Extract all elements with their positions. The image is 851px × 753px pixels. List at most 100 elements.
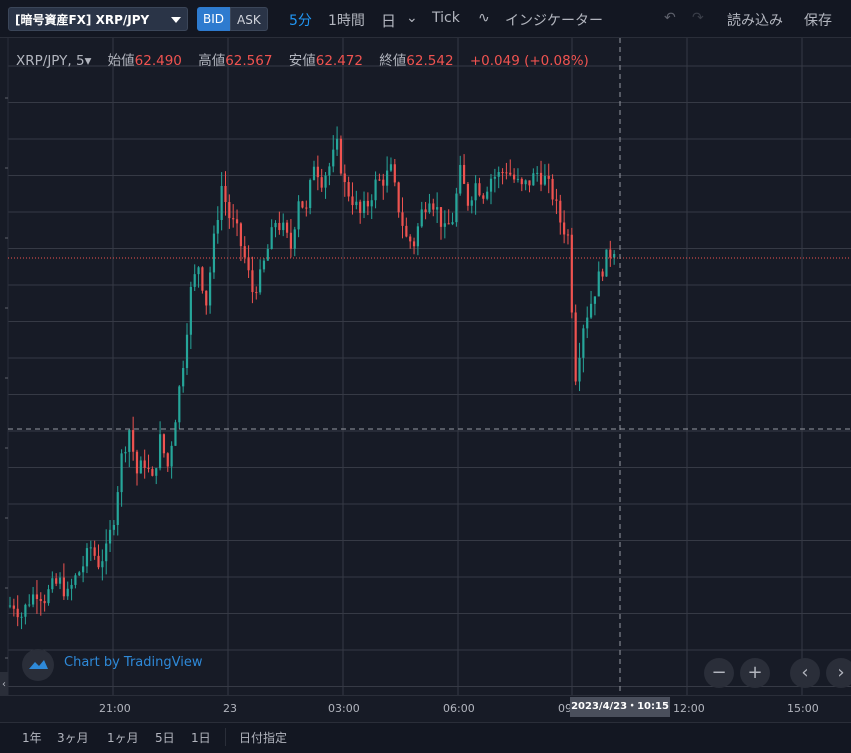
candle-body	[132, 430, 135, 452]
candle-body	[501, 172, 504, 174]
scroll-left-button[interactable]: ‹	[790, 658, 820, 688]
interval-day-button[interactable]: 日	[381, 12, 397, 30]
candle-body	[209, 272, 212, 306]
time-axis[interactable]	[0, 695, 851, 719]
candle-body	[428, 203, 431, 213]
low-label: 安値	[288, 53, 316, 69]
load-button[interactable]: 読み込み	[727, 13, 783, 29]
collapse-left-tab[interactable]: ‹	[0, 672, 8, 698]
candle-body	[405, 225, 408, 237]
candle-body	[439, 207, 443, 227]
candle-body	[424, 209, 427, 213]
candle-body	[509, 172, 512, 175]
candle-body	[597, 271, 600, 297]
zoom-out-button[interactable]: −	[704, 658, 734, 688]
interval-chevron-down-icon[interactable]: ⌄	[406, 10, 418, 26]
range-1d-button[interactable]: 1日	[191, 731, 211, 745]
symbol-label: [暗号資産FX] XRP/JPY	[15, 12, 150, 27]
interval-5m-button[interactable]: 5分	[289, 13, 312, 29]
time-tick: 03:00	[328, 702, 360, 715]
candle-body	[201, 267, 204, 291]
candle-body	[335, 138, 339, 150]
candle-body	[216, 219, 219, 234]
candle-body	[520, 178, 523, 185]
redo-icon[interactable]: ↷	[692, 10, 704, 26]
candle-body	[232, 218, 235, 220]
candle-body	[516, 178, 520, 180]
candle-body	[162, 434, 166, 454]
range-5d-button[interactable]: 5日	[155, 731, 175, 745]
candle-body	[55, 578, 58, 584]
open-label: 始値	[107, 53, 135, 69]
candle-body	[20, 616, 23, 618]
candle-body	[370, 200, 373, 207]
candle-body	[112, 524, 115, 530]
candle-body	[605, 249, 608, 277]
price-chart[interactable]	[0, 38, 851, 695]
candle-body	[351, 196, 354, 206]
bid-button[interactable]: BID	[197, 7, 231, 31]
tradingview-watermark[interactable]: Chart by TradingView	[64, 655, 203, 670]
candle-body	[139, 460, 142, 474]
range-1y-button[interactable]: 1年	[22, 731, 42, 745]
candle-body	[466, 183, 470, 206]
candle-body	[58, 577, 62, 584]
change-value: +0.049 (+0.08%)	[469, 53, 589, 69]
bottom-range-bar	[0, 722, 851, 753]
candle-body	[539, 172, 543, 185]
legend-interval[interactable]: 5	[75, 53, 85, 69]
candle-body	[486, 191, 489, 199]
candle-body	[528, 180, 531, 186]
candle-body	[78, 572, 81, 576]
close-value: 62.542	[406, 53, 454, 69]
candle-body	[243, 246, 246, 258]
symbol-select[interactable]: [暗号資産FX] XRP/JPY	[8, 7, 188, 31]
candle-body	[147, 467, 150, 469]
candle-body	[589, 303, 593, 318]
candle-body	[543, 175, 546, 185]
candle-body	[574, 312, 577, 382]
candle-body	[489, 178, 493, 192]
indicators-button[interactable]: インジケーター	[505, 13, 603, 29]
candle-body	[108, 529, 112, 544]
candle-body	[16, 608, 19, 618]
undo-icon[interactable]: ↶	[664, 10, 676, 26]
scroll-right-button[interactable]: ›	[826, 658, 851, 688]
time-tick: 12:00	[673, 702, 705, 715]
candle-body	[493, 176, 496, 179]
candle-body	[324, 175, 327, 188]
date-range-button[interactable]: 日付指定	[239, 731, 288, 745]
candle-body	[343, 173, 346, 183]
candle-body	[401, 212, 404, 226]
candle-body	[582, 328, 585, 358]
range-1m-button[interactable]: 1ヶ月	[107, 731, 139, 745]
candle-body	[547, 175, 550, 179]
save-button[interactable]: 保存	[804, 13, 832, 29]
indicators-icon[interactable]: ∿	[478, 10, 490, 26]
candle-body	[251, 270, 254, 293]
candle-body	[28, 604, 31, 606]
tradingview-logo-icon[interactable]	[22, 649, 54, 681]
legend-symbol[interactable]: XRP/JPY	[16, 53, 68, 69]
range-3m-button[interactable]: 3ヶ月	[57, 731, 89, 745]
ask-button[interactable]: ASK	[230, 7, 268, 31]
candle-body	[24, 604, 27, 617]
candle-body	[536, 172, 539, 174]
time-tick: 09	[558, 702, 572, 715]
divider	[225, 728, 226, 746]
candle-body	[312, 166, 316, 181]
time-tick: 06:00	[443, 702, 475, 715]
candle-body	[532, 173, 535, 186]
zoom-in-button[interactable]: +	[740, 658, 770, 688]
candle-body	[451, 222, 454, 225]
candle-body	[505, 172, 508, 174]
candle-body	[105, 543, 108, 562]
candle-body	[420, 209, 423, 227]
candle-body	[339, 138, 343, 174]
candle-body	[459, 164, 462, 194]
interval-1h-button[interactable]: 1時間	[328, 13, 365, 29]
candle-body	[609, 249, 612, 258]
tick-button[interactable]: Tick	[432, 10, 460, 26]
candle-body	[247, 257, 250, 271]
candle-body	[255, 292, 258, 294]
